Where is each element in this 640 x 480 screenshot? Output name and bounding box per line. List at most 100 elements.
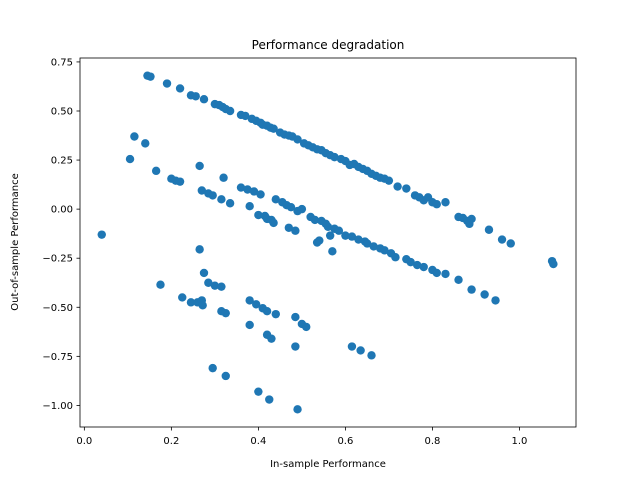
data-point xyxy=(284,223,294,232)
data-point xyxy=(217,195,226,204)
data-point xyxy=(204,278,213,287)
data-point xyxy=(315,236,324,245)
data-point xyxy=(210,281,220,290)
data-point xyxy=(197,186,207,195)
y-axis-ticks: 0.75 0.50 0.25 0.00 −0.25 −0.50 −0.75 −1.00 xyxy=(42,57,80,412)
data-point xyxy=(484,225,494,234)
data-point xyxy=(191,92,200,101)
data-point xyxy=(467,285,476,294)
data-point xyxy=(347,232,357,241)
y-tick-label: 0.75 xyxy=(51,57,73,68)
data-point xyxy=(323,222,333,231)
data-point xyxy=(178,293,187,302)
y-tick-label: 0.00 xyxy=(51,205,73,216)
y-tick-label: −0.50 xyxy=(42,303,73,314)
data-point xyxy=(310,215,320,225)
x-axis-label: In-sample Performance xyxy=(270,459,386,470)
data-point xyxy=(199,95,209,104)
x-axis-ticks: 0.0 0.2 0.4 0.6 0.8 1.0 xyxy=(76,427,527,447)
data-point xyxy=(291,226,300,235)
data-point xyxy=(369,242,378,251)
data-point xyxy=(221,371,230,381)
data-point xyxy=(130,132,139,141)
data-point xyxy=(245,296,254,305)
data-point xyxy=(286,202,296,212)
x-tick-label: 0.2 xyxy=(163,436,179,447)
data-point xyxy=(245,320,254,330)
x-tick-label: 0.8 xyxy=(424,436,440,447)
y-tick-label: −0.75 xyxy=(42,352,73,363)
data-point xyxy=(441,198,450,207)
data-point xyxy=(225,106,235,116)
data-point xyxy=(406,257,415,267)
data-point xyxy=(269,218,278,228)
data-point xyxy=(221,308,230,318)
data-point xyxy=(302,322,311,332)
data-point xyxy=(97,230,106,239)
data-point xyxy=(391,253,400,262)
data-point xyxy=(328,247,337,256)
data-point xyxy=(419,262,428,272)
data-point xyxy=(219,173,228,182)
data-point xyxy=(491,296,500,305)
data-point xyxy=(199,268,209,278)
data-point xyxy=(254,210,263,220)
data-point xyxy=(249,187,259,196)
data-point xyxy=(208,191,217,200)
y-tick-label: 0.25 xyxy=(51,156,73,167)
data-point xyxy=(291,342,300,351)
data-point xyxy=(208,363,217,373)
data-point xyxy=(402,184,411,193)
data-point xyxy=(441,269,450,279)
data-point xyxy=(195,161,204,171)
data-point xyxy=(347,342,357,351)
data-point xyxy=(243,185,252,194)
data-point xyxy=(330,152,339,162)
data-point xyxy=(146,72,155,81)
x-tick-label: 0.6 xyxy=(337,436,353,447)
y-tick-label: 0.50 xyxy=(51,106,73,117)
y-tick-label: −0.25 xyxy=(42,254,73,265)
data-point xyxy=(506,239,515,248)
data-point xyxy=(256,190,265,199)
data-points xyxy=(97,71,558,414)
data-point xyxy=(271,195,280,204)
data-point xyxy=(175,177,185,186)
data-point xyxy=(297,204,307,214)
data-point xyxy=(254,387,263,396)
data-point xyxy=(241,111,250,121)
data-point xyxy=(356,346,365,355)
data-point xyxy=(354,235,363,244)
data-point xyxy=(367,351,376,360)
data-point xyxy=(125,154,135,164)
data-point xyxy=(156,280,165,289)
data-point xyxy=(291,312,300,322)
data-point xyxy=(334,226,344,235)
data-point xyxy=(141,139,150,148)
data-point xyxy=(467,214,476,224)
data-point xyxy=(269,124,278,133)
y-tick-label: −1.00 xyxy=(42,401,73,412)
data-point xyxy=(293,405,302,414)
data-point xyxy=(380,246,389,255)
data-point xyxy=(293,135,302,144)
data-point xyxy=(384,176,394,185)
data-point xyxy=(225,199,235,208)
chart-title: Performance degradation xyxy=(252,38,405,52)
data-point xyxy=(454,275,463,284)
data-point xyxy=(432,268,441,278)
data-point xyxy=(236,183,246,192)
data-point xyxy=(265,395,274,404)
data-point xyxy=(497,235,507,244)
x-tick-label: 0.0 xyxy=(76,436,92,447)
data-point xyxy=(245,201,254,211)
data-point xyxy=(195,245,204,254)
data-point xyxy=(412,260,422,270)
x-tick-label: 0.4 xyxy=(250,436,266,447)
data-point xyxy=(267,334,276,343)
data-point xyxy=(175,84,185,93)
plot-area-frame xyxy=(79,57,577,428)
data-point xyxy=(271,309,280,319)
data-point xyxy=(162,79,172,88)
